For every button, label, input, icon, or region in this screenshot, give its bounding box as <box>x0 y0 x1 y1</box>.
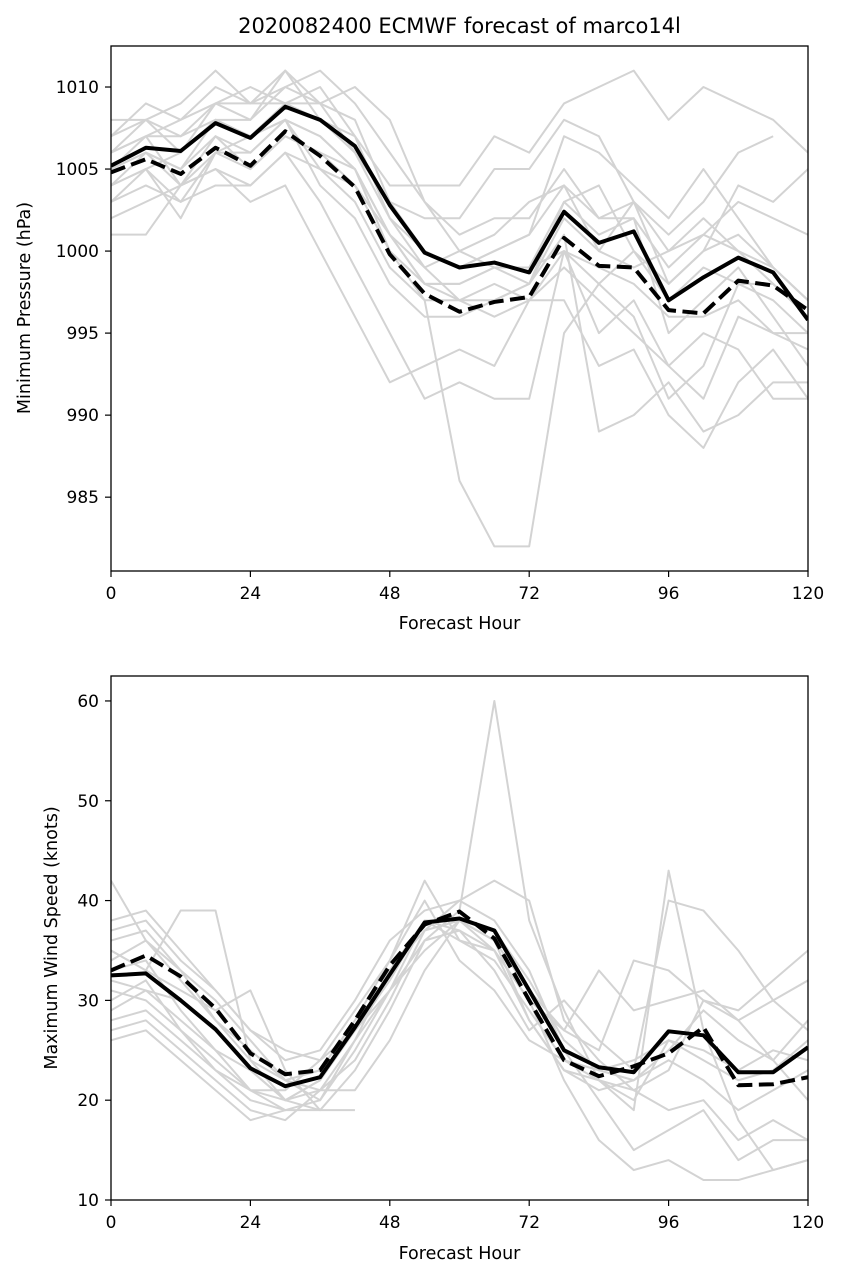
wind-axes-frame <box>110 675 809 1201</box>
wind-series-group <box>111 699 808 1182</box>
pressure-axes-frame <box>110 45 809 572</box>
pressure-y-tick-label: 1005 <box>56 160 99 180</box>
pressure-y-tick-label: 1010 <box>56 78 99 98</box>
pressure-dashed-mean-line <box>111 129 808 316</box>
pressure-ensemble-member-line-5 <box>111 151 808 400</box>
pressure-x-tick-label: 120 <box>792 584 824 604</box>
wind-y-tick-label: 40 <box>77 892 99 912</box>
pressure-y-tick-label: 1000 <box>56 242 99 262</box>
pressure-y-tick-label: 990 <box>67 406 99 426</box>
pressure-y-tick-label: 985 <box>67 488 99 508</box>
wind-x-tick-label: 0 <box>106 1213 117 1233</box>
pressure-y-axis-label: Minimum Pressure (hPa) <box>15 202 35 414</box>
wind-x-tick-label: 120 <box>792 1213 824 1233</box>
wind-y-axis-label: Maximum Wind Speed (knots) <box>42 806 62 1069</box>
wind-x-tick-label: 24 <box>240 1213 262 1233</box>
wind-y-tick-label: 20 <box>77 1091 99 1111</box>
wind-x-tick-label: 96 <box>658 1213 680 1233</box>
wind-ensemble-member-line-9 <box>111 979 355 1112</box>
wind-y-tick-label: 50 <box>77 792 99 812</box>
pressure-chart-title: 2020082400 ECMWF forecast of marco14l <box>238 14 681 38</box>
wind-solid-mean-line <box>111 916 808 1089</box>
pressure-series-group <box>111 69 808 548</box>
pressure-solid-mean-line <box>111 104 808 322</box>
wind-ensemble-member-line-14 <box>111 949 321 1111</box>
pressure-y-tick-label: 995 <box>67 324 99 344</box>
wind-plot-area: 0 24 48 72 96 120 10 20 30 40 50 60 <box>77 675 824 1233</box>
pressure-x-tick-label: 96 <box>658 584 680 604</box>
wind-y-tick-label: 10 <box>77 1191 99 1211</box>
pressure-x-tick-label: 72 <box>518 584 540 604</box>
pressure-x-tick-label: 24 <box>240 584 262 604</box>
pressure-ensemble-member-line-14 <box>111 86 808 318</box>
pressure-ensemble-member-line-6 <box>111 69 808 187</box>
pressure-x-tick-label: 48 <box>379 584 401 604</box>
pressure-ensemble-member-line-9 <box>111 86 774 236</box>
wind-ensemble-member-line-10 <box>111 1029 286 1122</box>
pressure-x-axis-label: Forecast Hour <box>399 614 522 634</box>
wind-x-tick-label: 48 <box>379 1213 401 1233</box>
wind-y-tick-label: 60 <box>77 692 99 712</box>
pressure-x-tick-label: 0 <box>106 584 117 604</box>
wind-ensemble-member-line-5 <box>111 899 808 1162</box>
pressure-ensemble-member-line-13 <box>111 151 808 400</box>
wind-y-tick-label: 30 <box>77 991 99 1011</box>
pressure-ensemble-member-line-1 <box>111 69 808 253</box>
wind-x-tick-label: 72 <box>518 1213 540 1233</box>
wind-ensemble-member-line-6 <box>111 899 808 1102</box>
wind-x-axis-label: Forecast Hour <box>399 1244 522 1264</box>
wind-ensemble-member-line-7 <box>111 899 808 1112</box>
pressure-ensemble-member-line-16 <box>111 118 808 351</box>
pressure-plot-area: 0 24 48 72 96 120 985 990 995 1000 1005 1010 <box>56 45 824 604</box>
pressure-ensemble-member-line-15 <box>111 118 808 302</box>
